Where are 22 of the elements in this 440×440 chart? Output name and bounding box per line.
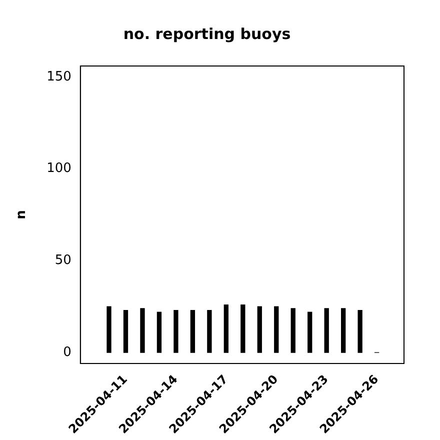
y-tick-label: 0 [63, 344, 72, 360]
y-tick-label: 50 [54, 253, 72, 268]
y-axis-title: n [14, 210, 30, 220]
y-tick-label: 100 [46, 161, 72, 176]
bar [324, 308, 329, 353]
y-tick-label: 150 [46, 69, 72, 84]
bar [123, 310, 128, 353]
bar [224, 304, 228, 353]
bar [240, 304, 246, 353]
bar [174, 310, 178, 353]
bar [341, 308, 346, 353]
bar [106, 306, 112, 353]
bar [156, 312, 162, 353]
bar [308, 312, 312, 353]
bar [290, 308, 296, 353]
bar [140, 308, 145, 353]
chart-title: no. reporting buoys [123, 24, 291, 43]
bar [190, 310, 196, 353]
bar [274, 306, 279, 353]
bar [358, 310, 362, 353]
bar [207, 310, 212, 353]
bar [257, 306, 262, 353]
